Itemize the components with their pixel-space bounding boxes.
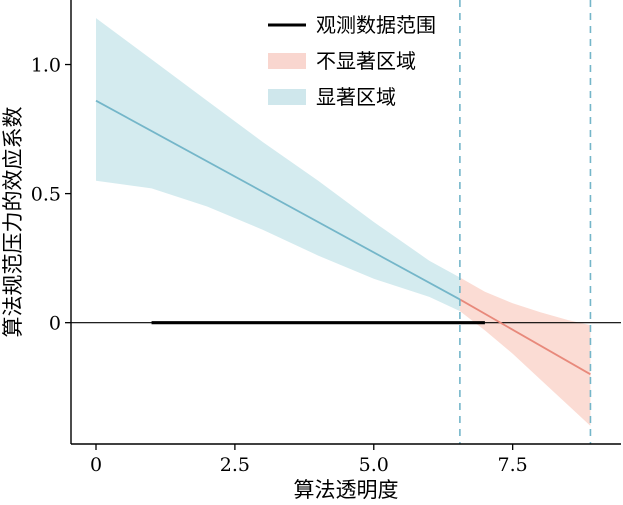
legend-label-2: 显著区域 [316,85,396,109]
significant-estimate-line [95,99,461,301]
x-tick-label-3: 7.5 [498,454,528,476]
plot-area [71,0,621,444]
x-tick-label-2: 5.0 [359,454,389,476]
y-tick-label-0: 0 [49,313,61,335]
nonsignificant-band [459,277,591,426]
nonsignificant-estimate-line [459,298,591,376]
x-tick-label-0: 0 [90,454,102,476]
significant-band [96,18,460,312]
legend-label-1: 不显著区域 [316,49,416,73]
y-tick-label-2: 1.0 [31,55,61,77]
legend-swatch-1 [268,53,306,69]
legend-label-0: 观测数据范围 [316,13,436,37]
y-tick-label-1: 0.5 [31,184,61,206]
x-tick-label-1: 2.5 [220,454,250,476]
x-axis-label: 算法透明度 [294,478,399,502]
y-axis-label: 算法规范压力的效应系数 [1,107,25,338]
legend-swatch-2 [268,89,306,105]
